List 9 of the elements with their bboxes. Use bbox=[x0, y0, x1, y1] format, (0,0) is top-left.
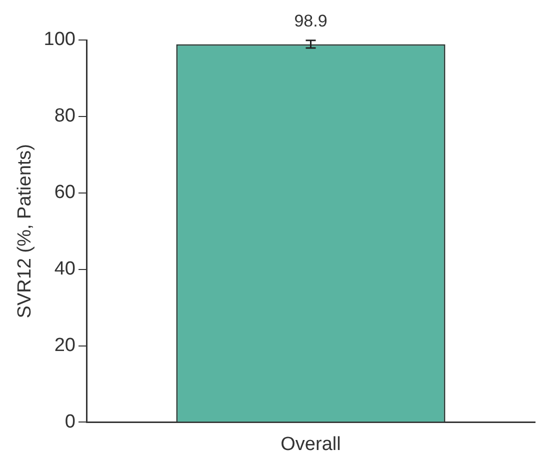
data-label: 98.9 bbox=[294, 12, 328, 31]
x-tick-label: Overall bbox=[280, 434, 341, 455]
y-tick-label: 100 bbox=[44, 29, 76, 50]
y-tick-label: 80 bbox=[54, 106, 76, 127]
y-tick-label: 0 bbox=[64, 411, 76, 432]
y-tick-label: 20 bbox=[54, 334, 76, 356]
y-tick-label: 60 bbox=[54, 182, 76, 204]
y-tick-label: 40 bbox=[54, 258, 76, 280]
y-axis-title: SVR12 (%, Patients) bbox=[14, 144, 36, 318]
